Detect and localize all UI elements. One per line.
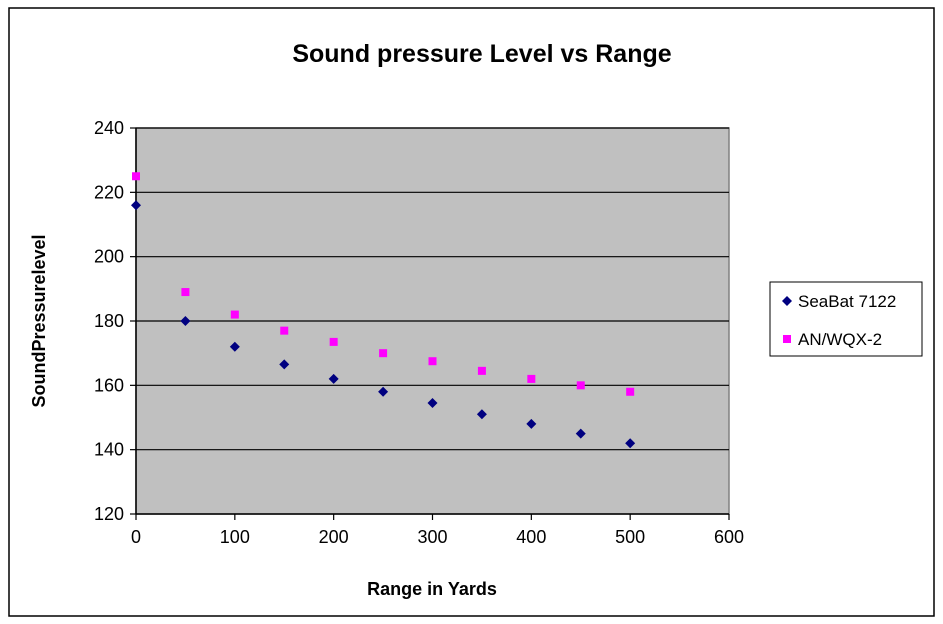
legend: SeaBat 7122 AN/WQX-2	[769, 281, 923, 357]
y-axis-ticks: 120 140 160 180 200 220 240	[94, 118, 136, 524]
data-point	[379, 349, 388, 358]
data-point	[378, 386, 389, 397]
data-point	[526, 418, 537, 429]
x-axis-ticks: 0 100 200 300 400 500 600	[131, 514, 744, 547]
data-point	[427, 398, 438, 409]
data-point	[328, 373, 339, 384]
y-tick-label: 180	[94, 311, 124, 331]
gridlines	[136, 127, 729, 451]
y-tick-label: 160	[94, 375, 124, 395]
x-tick-label: 200	[319, 527, 349, 547]
data-point	[329, 337, 338, 346]
series-1	[131, 200, 636, 449]
data-point	[181, 288, 190, 297]
x-tick-label: 0	[131, 527, 141, 547]
legend-label: SeaBat 7122	[798, 292, 896, 311]
x-axis-title: Range in Yards	[367, 579, 497, 599]
data-point	[575, 428, 586, 439]
data-point	[527, 374, 536, 383]
series-2	[132, 172, 635, 396]
y-tick-label: 220	[94, 182, 124, 202]
y-axis-title: SoundPressurelevel	[29, 234, 49, 407]
y-tick-label: 200	[94, 247, 124, 267]
x-tick-label: 300	[417, 527, 447, 547]
data-point	[229, 341, 240, 352]
x-tick-label: 400	[516, 527, 546, 547]
data-point	[476, 409, 487, 420]
x-tick-label: 600	[714, 527, 744, 547]
data-points	[131, 172, 636, 449]
legend-box	[769, 281, 923, 357]
data-point	[132, 172, 140, 181]
data-point	[131, 200, 141, 211]
data-point	[279, 359, 290, 370]
data-point	[230, 310, 239, 319]
y-tick-label: 240	[94, 118, 124, 138]
y-tick-label: 140	[94, 440, 124, 460]
data-point	[626, 387, 635, 396]
y-tick-label: 120	[94, 504, 124, 524]
data-point	[625, 438, 636, 449]
data-point	[280, 326, 289, 335]
data-point	[576, 381, 585, 390]
legend-marker	[782, 296, 792, 306]
legend-label: AN/WQX-2	[798, 330, 882, 349]
x-tick-label: 100	[220, 527, 250, 547]
data-point	[477, 366, 486, 375]
legend-marker	[783, 335, 791, 343]
chart-title: Sound pressure Level vs Range	[292, 40, 671, 68]
data-point	[428, 357, 437, 366]
data-point	[180, 316, 191, 326]
x-tick-label: 500	[615, 527, 645, 547]
